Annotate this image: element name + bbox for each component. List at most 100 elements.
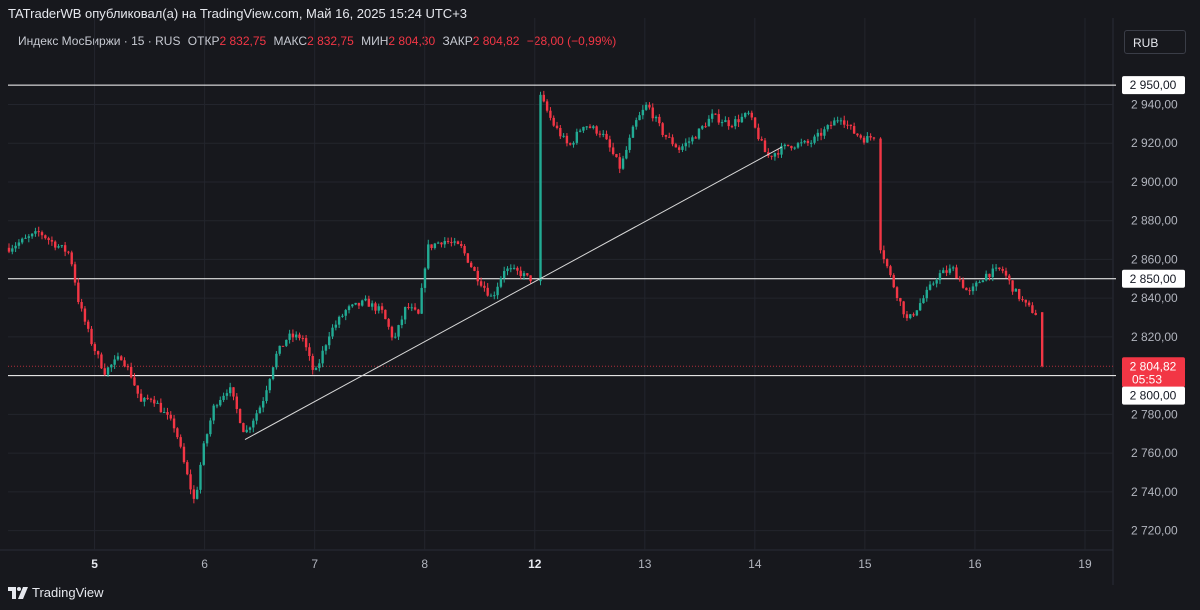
candle-body [314, 368, 318, 370]
symbol-name[interactable]: Индекс МосБиржи · 15 · RUS [18, 34, 181, 48]
candle-body [149, 398, 153, 400]
time-axis[interactable]: 5 6 7 8 12 13 14 15 16 19 [91, 557, 1092, 571]
candle-body [661, 123, 664, 135]
candle-body [77, 282, 80, 303]
candle-body [271, 367, 275, 380]
candle-body [67, 251, 70, 253]
candle-body [1011, 280, 1014, 292]
candle-body [869, 136, 872, 138]
level-badge-label: 2 850,00 [1130, 272, 1177, 286]
candle-body [21, 238, 24, 243]
candle-body [677, 147, 681, 150]
candle-body [186, 462, 189, 475]
candle-body [228, 387, 232, 394]
time-tick-label: 8 [421, 557, 428, 571]
candle-body [691, 137, 694, 142]
candle-body [189, 474, 192, 490]
candle-body [737, 119, 740, 123]
candle-body [704, 126, 707, 128]
candle-body [516, 267, 519, 271]
candle-body [63, 245, 67, 252]
candle-body [512, 267, 516, 269]
tradingview-logo[interactable]: TradingView [8, 585, 104, 600]
candle-body [872, 137, 876, 139]
candle-body [225, 393, 229, 396]
candle-body [770, 155, 773, 157]
price-chart[interactable]: 2 720,00 2 740,00 2 760,00 2 780,00 2 820,00… [0, 0, 1200, 585]
candle-body [958, 278, 961, 280]
candle-body [361, 300, 364, 306]
candle-body [885, 259, 889, 267]
price-tick-label: 2 860,00 [1131, 252, 1178, 266]
candle-body [103, 368, 106, 375]
time-tick-label: 13 [638, 557, 652, 571]
candle-body [311, 355, 314, 370]
high-label: МАКС [273, 34, 308, 48]
price-tick-label: 2 840,00 [1131, 291, 1178, 305]
time-tick-label: 16 [968, 557, 982, 571]
candle-body [1008, 275, 1011, 281]
candle-body [123, 360, 126, 367]
horizontal-levels[interactable] [8, 84, 1116, 377]
candle-body [469, 262, 473, 268]
candle-body [928, 284, 932, 290]
candle-body [17, 242, 21, 246]
candle-body [308, 347, 311, 356]
candle-body [598, 133, 602, 135]
open-label: ОТКР [187, 34, 220, 48]
candle-body [529, 275, 532, 282]
candle-body [585, 126, 588, 128]
candle-body [631, 126, 635, 138]
countdown-label: 05:53 [1132, 372, 1162, 386]
candle-body [710, 113, 714, 119]
candle-body [1004, 270, 1008, 276]
candle-body [476, 270, 479, 282]
candle-body [374, 303, 377, 311]
candle-body [453, 241, 456, 243]
candle-body [7, 247, 11, 252]
high-value: 2 832,75 [307, 34, 354, 48]
candle-body [153, 399, 156, 404]
candle-body [674, 144, 678, 148]
currency-button[interactable]: RUB [1124, 30, 1186, 54]
candle-body [569, 143, 572, 145]
candle-body [777, 153, 780, 155]
candle-body [413, 307, 417, 310]
low-label: МИН [361, 34, 389, 48]
price-axis[interactable]: 2 720,00 2 740,00 2 760,00 2 780,00 2 820,00… [1131, 97, 1178, 537]
price-tick-label: 2 780,00 [1131, 407, 1178, 421]
candle-body [90, 328, 93, 345]
candle-body [734, 119, 737, 127]
candle-body [648, 104, 651, 108]
price-tick-label: 2 900,00 [1131, 175, 1178, 189]
candle-body [918, 303, 922, 311]
candle-body [605, 133, 608, 140]
time-tick-label: 19 [1078, 557, 1092, 571]
candle-body [965, 287, 968, 291]
candle-body [261, 401, 265, 408]
candle-body [182, 446, 186, 463]
candle-body [912, 314, 915, 316]
candle-body [341, 315, 344, 317]
candle-body [559, 127, 562, 137]
trendline-group[interactable] [244, 146, 782, 440]
candle-body [440, 242, 443, 245]
candle-body [50, 240, 54, 242]
candle-body [120, 356, 123, 361]
candle-body [34, 231, 37, 234]
candle-body [493, 295, 496, 297]
candle-body [321, 350, 324, 364]
candle-body [47, 238, 50, 241]
candle-body [324, 345, 328, 351]
candle-body [446, 241, 450, 243]
candle-body [932, 283, 935, 285]
candle-body [938, 273, 942, 281]
candle-body [24, 237, 27, 239]
candle-body [555, 125, 559, 128]
candle-body [618, 157, 621, 169]
level-badge-label: 2 950,00 [1130, 78, 1177, 92]
candle-body [621, 158, 625, 169]
candle-body [819, 132, 823, 136]
candle-body [473, 267, 476, 271]
candle-body [403, 307, 407, 320]
